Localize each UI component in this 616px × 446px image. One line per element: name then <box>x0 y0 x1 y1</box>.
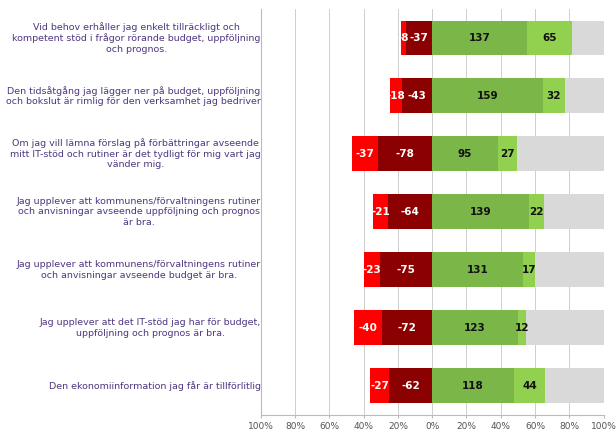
Bar <box>378 136 432 171</box>
Text: 44: 44 <box>522 381 537 391</box>
Text: Vid behov erhåller jag enkelt tillräckligt och
kompetent stöd i frågor rörande b: Vid behov erhåller jag enkelt tillräckli… <box>12 22 261 54</box>
Bar <box>354 310 382 345</box>
Bar <box>380 252 432 287</box>
Bar <box>523 252 535 287</box>
Text: 159: 159 <box>477 91 498 101</box>
Text: -21: -21 <box>371 207 390 217</box>
Bar <box>390 78 402 113</box>
Bar <box>364 252 380 287</box>
Bar <box>517 310 526 345</box>
Bar <box>373 194 387 229</box>
Bar <box>387 194 432 229</box>
Text: -27: -27 <box>370 381 389 391</box>
Text: -37: -37 <box>356 149 375 159</box>
Text: -78: -78 <box>395 149 415 159</box>
Text: Den ekonomiinformation jag får är tillförlitlig: Den ekonomiinformation jag får är tillfö… <box>49 381 261 391</box>
Text: Den tidsåtgång jag lägger ner på budget, uppföljning
och bokslut är rimlig för d: Den tidsåtgång jag lägger ner på budget,… <box>6 86 261 106</box>
Text: Jag upplever att kommunens/förvaltningens rutiner
och anvisningar avseende budge: Jag upplever att kommunens/förvaltningen… <box>17 260 261 280</box>
Bar <box>572 21 604 55</box>
Bar <box>352 136 378 171</box>
Bar <box>432 194 529 229</box>
Bar <box>514 368 545 403</box>
Bar <box>432 136 498 171</box>
Bar <box>526 310 604 345</box>
Text: 131: 131 <box>467 265 488 275</box>
Bar <box>382 310 432 345</box>
Text: Jag upplever att kommunens/förvaltningens rutiner
och anvisningar avseende uppfö: Jag upplever att kommunens/förvaltningen… <box>17 197 261 227</box>
Bar <box>432 368 514 403</box>
Bar <box>544 194 604 229</box>
Text: -23: -23 <box>363 265 381 275</box>
Text: 32: 32 <box>546 91 561 101</box>
Text: -8: -8 <box>398 33 410 43</box>
Bar <box>370 368 389 403</box>
Bar <box>432 310 517 345</box>
Text: 137: 137 <box>469 33 491 43</box>
Text: 118: 118 <box>462 381 484 391</box>
Text: 22: 22 <box>529 207 543 217</box>
Text: -64: -64 <box>400 207 419 217</box>
Bar <box>432 78 543 113</box>
Text: 139: 139 <box>469 207 491 217</box>
Text: -62: -62 <box>401 381 420 391</box>
Text: 95: 95 <box>458 149 472 159</box>
Text: 27: 27 <box>500 149 515 159</box>
Bar <box>432 21 527 55</box>
Bar <box>498 136 517 171</box>
Bar <box>432 252 523 287</box>
Text: -37: -37 <box>410 33 429 43</box>
Text: 17: 17 <box>522 265 537 275</box>
Text: 65: 65 <box>543 33 557 43</box>
Text: 123: 123 <box>464 323 486 333</box>
Text: Jag upplever att det IT-stöd jag har för budget,
uppföljning och prognos är bra.: Jag upplever att det IT-stöd jag har för… <box>39 318 261 338</box>
Text: -43: -43 <box>408 91 427 101</box>
Text: -40: -40 <box>359 323 378 333</box>
Bar <box>543 78 565 113</box>
Text: Om jag vill lämna förslag på förbättringar avseende
mitt IT-stöd och rutiner är : Om jag vill lämna förslag på förbättring… <box>10 139 261 169</box>
Bar <box>527 21 572 55</box>
Bar <box>517 136 604 171</box>
Text: -75: -75 <box>397 265 416 275</box>
Bar <box>402 78 432 113</box>
Bar <box>535 252 604 287</box>
Bar <box>389 368 432 403</box>
Text: 12: 12 <box>514 323 529 333</box>
Bar <box>545 368 604 403</box>
Bar <box>407 21 432 55</box>
Bar <box>401 21 407 55</box>
Bar <box>565 78 604 113</box>
Bar <box>529 194 544 229</box>
Text: -72: -72 <box>398 323 416 333</box>
Text: -18: -18 <box>387 91 405 101</box>
